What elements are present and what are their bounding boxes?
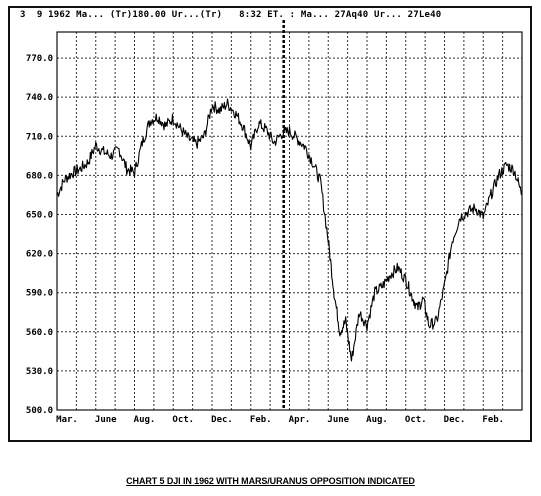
x-tick-label: Dec.	[211, 415, 233, 425]
x-tick-label: Aug.	[366, 415, 388, 425]
header-info-text: 3 9 1962 Ma... (Tr)180.00 Ur...(Tr) 8:32…	[20, 10, 442, 20]
y-tick-label: 770.0	[26, 54, 53, 64]
y-tick-label: 590.0	[26, 289, 53, 299]
chart-caption: CHART 5 DJI IN 1962 WITH MARS/URANUS OPP…	[126, 476, 415, 486]
y-tick-label: 710.0	[26, 132, 53, 142]
x-tick-label: Mar.	[56, 415, 78, 425]
chart-frame	[8, 6, 532, 442]
y-tick-label: 560.0	[26, 328, 53, 338]
y-tick-label: 500.0	[26, 406, 53, 416]
y-tick-label: 530.0	[26, 367, 53, 377]
grid-lines	[56, 32, 523, 411]
series-line	[56, 98, 523, 362]
x-tick-label: Feb.	[250, 415, 272, 425]
price-series	[56, 98, 523, 362]
x-tick-label: Apr.	[289, 415, 311, 425]
x-tick-label: Oct.	[172, 415, 194, 425]
plot-border-rect	[56, 31, 523, 411]
y-tick-label: 620.0	[26, 250, 53, 260]
x-axis-tick-labels: Mar. June Aug. Oct. Dec. Feb. Apr. June Aug. Oct.…	[56, 415, 504, 425]
x-tick-label: Dec.	[444, 415, 466, 425]
x-tick-label: Aug.	[134, 415, 156, 425]
x-tick-label: Feb.	[482, 415, 504, 425]
y-axis-tick-labels: 500.0 530.0 560.0 590.0 620.0 650.0 680.0 710.0…	[26, 54, 53, 416]
y-tick-label: 680.0	[26, 171, 53, 181]
x-tick-label: June	[327, 415, 349, 425]
x-tick-label: June	[95, 415, 117, 425]
y-tick-label: 650.0	[26, 210, 53, 220]
y-tick-label: 740.0	[26, 93, 53, 103]
plot-area-border	[56, 31, 523, 411]
x-tick-label: Oct.	[405, 415, 427, 425]
